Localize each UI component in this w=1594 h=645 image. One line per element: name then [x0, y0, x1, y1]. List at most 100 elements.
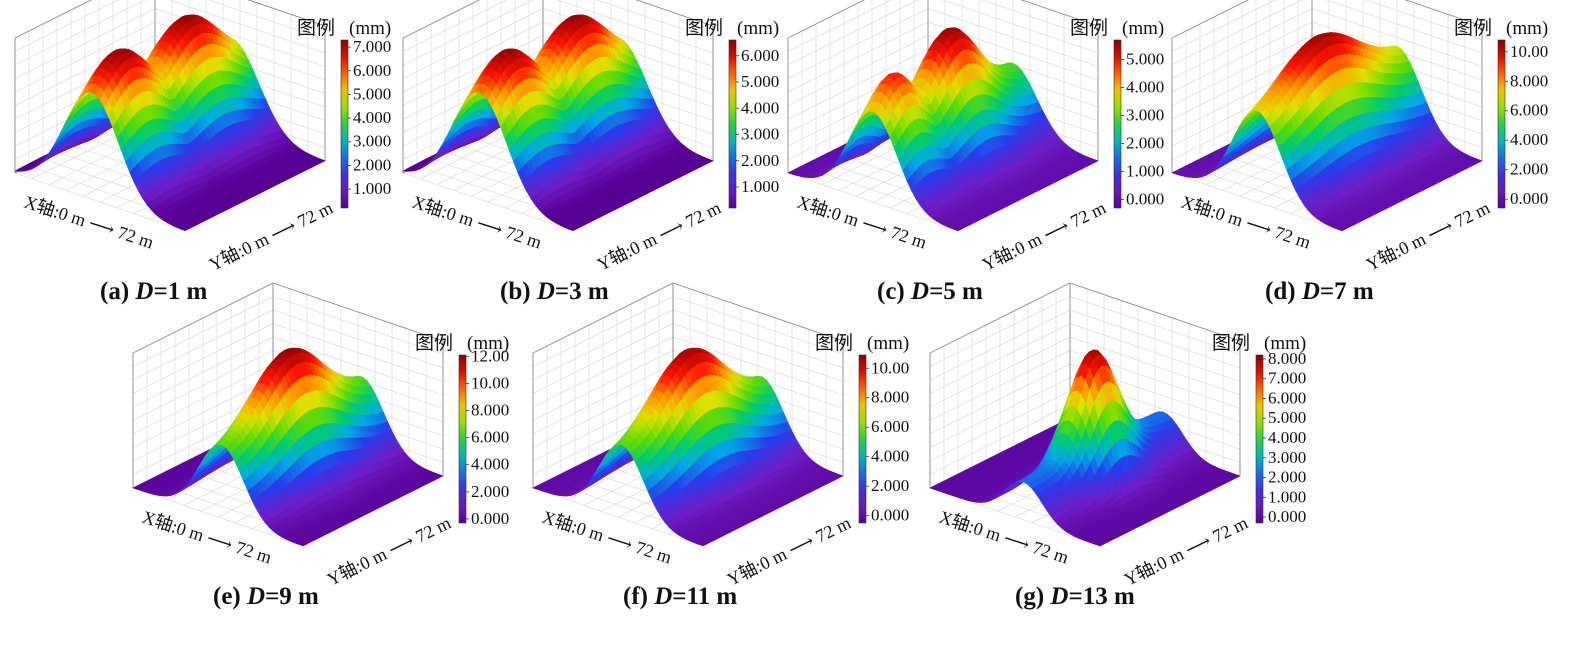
colorbar-tick-label: 10.00	[871, 358, 909, 377]
d-symbol: D	[911, 278, 930, 305]
colorbar-tick-label: 0.000	[871, 506, 909, 525]
panel-letter: (c)	[877, 278, 911, 305]
surface-mesh	[13, 14, 326, 232]
surface-plot: X轴:0 m ⟶ 72 m Y轴:0 m ⟶ 72 m6.0005.0004.00…	[401, 0, 779, 275]
colorbar-tick-label: 2.000	[1510, 160, 1548, 179]
unit-label: (mm)	[1506, 18, 1549, 39]
colorbar-tick-label: 6.000	[871, 417, 909, 436]
x-axis-label: X轴:0 m ⟶ 72 m	[540, 507, 674, 568]
d-value: =1 m	[153, 278, 208, 305]
x-axis-label: X轴:0 m ⟶ 72 m	[140, 507, 274, 568]
panel-caption: (a) D=1 m	[100, 278, 207, 306]
surface-mesh	[929, 349, 1241, 547]
unit-label: (mm)	[1264, 333, 1307, 354]
d-symbol: D	[1301, 278, 1320, 305]
surface-panel: X轴:0 m ⟶ 72 m Y轴:0 m ⟶ 72 m 10.00 8.000 6.00…	[523, 282, 909, 590]
surface-panel: X轴:0 m ⟶ 72 m Y轴:0 m ⟶ 72 m 12.00 10.00 8.00…	[123, 282, 509, 590]
surface-mesh	[532, 347, 844, 547]
x-axis-label: X轴:0 m ⟶ 72 m	[410, 192, 544, 253]
colorbar-tick-label: 1.000	[353, 179, 391, 198]
d-value: =13 m	[1068, 583, 1135, 610]
colorbar-tick-label: 6.000	[353, 61, 391, 80]
legend-label: 图例	[815, 333, 854, 354]
colorbar-tick-label: 5.000	[741, 72, 779, 91]
colorbar-tick-label: 10.00	[471, 373, 509, 392]
d-symbol: D	[1050, 583, 1069, 610]
d-value: =3 m	[554, 278, 609, 305]
colorbar-tick-label: 8.000	[471, 401, 509, 420]
colorbar-tick-label: 2.000	[1268, 468, 1306, 487]
colorbar-tick-label: 4.000	[871, 447, 909, 466]
colorbar-tick-label: 4.000	[741, 98, 779, 117]
legend-label: 图例	[685, 18, 724, 39]
panel-caption: (f) D=11 m	[623, 583, 737, 611]
colorbar-tick-label: 4.000	[471, 455, 509, 474]
legend-label: 图例	[415, 333, 454, 354]
colorbar-tick-label: 0.000	[1510, 189, 1548, 208]
colorbar-tick-label: 3.000	[1126, 106, 1164, 125]
d-symbol: D	[654, 583, 673, 610]
colorbar-tick-label: 8.000	[1268, 349, 1306, 368]
colorbar-tick-label: 3.000	[1268, 448, 1306, 467]
colorbar-tick-label: 4.000	[353, 108, 391, 127]
x-axis-label: X轴:0 m ⟶ 72 m	[1179, 192, 1313, 253]
legend-label: 图例	[1454, 18, 1493, 39]
colorbar-tick-label: 1.000	[741, 177, 779, 196]
panel-letter: (f)	[623, 583, 655, 610]
surface-mesh	[1171, 32, 1483, 232]
legend-title: 图例 (mm)	[1454, 13, 1548, 40]
legend-title: 图例 (mm)	[815, 328, 909, 355]
surface-plot: X轴:0 m ⟶ 72 m Y轴:0 m ⟶ 72 m10.008.0006.00…	[532, 282, 909, 590]
d-value: =9 m	[265, 583, 319, 610]
colorbar	[1497, 39, 1506, 209]
colorbar	[728, 39, 737, 209]
legend-label: 图例	[297, 18, 336, 39]
colorbar-tick-label: 8.000	[871, 388, 909, 407]
colorbar-tick-label: 10.00	[1510, 42, 1548, 61]
colorbar-tick-label: 4.000	[1126, 78, 1164, 97]
unit-label: (mm)	[737, 18, 780, 39]
colorbar-tick-label: 3.000	[353, 132, 391, 151]
colorbar-tick-label: 0.000	[471, 509, 509, 528]
colorbar-tick-label: 6.000	[1510, 101, 1548, 120]
colorbar-tick-label: 5.000	[1268, 408, 1306, 427]
panel-caption: (d) D=7 m	[1265, 278, 1374, 306]
unit-label: (mm)	[467, 333, 510, 354]
d-symbol: D	[536, 278, 555, 305]
legend-title: 图例 (mm)	[415, 328, 509, 355]
d-value: =7 m	[1319, 278, 1374, 305]
surface-panel: X轴:0 m ⟶ 72 m Y轴:0 m ⟶ 72 m 7.000 6.000 5.00…	[5, 0, 391, 275]
panel-caption: (c) D=5 m	[877, 278, 983, 306]
legend-label: 图例	[1070, 18, 1109, 39]
surface-plot: X轴:0 m ⟶ 72 m Y轴:0 m ⟶ 72 m7.0006.0005.00…	[13, 0, 391, 275]
legend-title: 图例 (mm)	[297, 13, 391, 40]
d-value: =11 m	[672, 583, 738, 610]
colorbar-tick-label: 5.000	[353, 84, 391, 103]
colorbar	[1255, 354, 1264, 524]
colorbar	[858, 354, 867, 524]
surface-plot: X轴:0 m ⟶ 72 m Y轴:0 m ⟶ 72 m8.0007.0006.00…	[929, 282, 1306, 590]
panel-letter: (d)	[1265, 278, 1302, 305]
colorbar-tick-label: 0.000	[1126, 190, 1164, 209]
colorbar-tick-label: 7.000	[353, 37, 391, 56]
x-axis-label: X轴:0 m ⟶ 72 m	[22, 192, 156, 253]
legend-title: 图例 (mm)	[1070, 13, 1164, 40]
unit-label: (mm)	[867, 333, 910, 354]
surface-mesh	[401, 14, 714, 232]
panel-letter: (b)	[500, 278, 537, 305]
colorbar-tick-label: 8.000	[1510, 71, 1548, 90]
panel-caption: (e) D=9 m	[213, 583, 319, 611]
colorbar-tick-label: 6.000	[741, 46, 779, 65]
surface-panel: X轴:0 m ⟶ 72 m Y轴:0 m ⟶ 72 m 10.00 8.000 6.00…	[1162, 0, 1548, 275]
surface-panel: X轴:0 m ⟶ 72 m Y轴:0 m ⟶ 72 m 6.000 5.000 4.00…	[393, 0, 779, 275]
surface-plot: X轴:0 m ⟶ 72 m Y轴:0 m ⟶ 72 m12.0010.008.00…	[132, 282, 509, 590]
panel-letter: (g)	[1015, 583, 1051, 610]
colorbar-tick-label: 4.000	[1510, 130, 1548, 149]
legend-title: 图例 (mm)	[685, 13, 779, 40]
legend-title: 图例 (mm)	[1212, 328, 1306, 355]
colorbar-tick-label: 2.000	[1126, 134, 1164, 153]
d-symbol: D	[135, 278, 154, 305]
surface-plot: X轴:0 m ⟶ 72 m Y轴:0 m ⟶ 72 m5.0004.0003.00…	[787, 0, 1164, 275]
colorbar-tick-label: 0.000	[1268, 507, 1306, 526]
d-value: =5 m	[929, 278, 983, 305]
